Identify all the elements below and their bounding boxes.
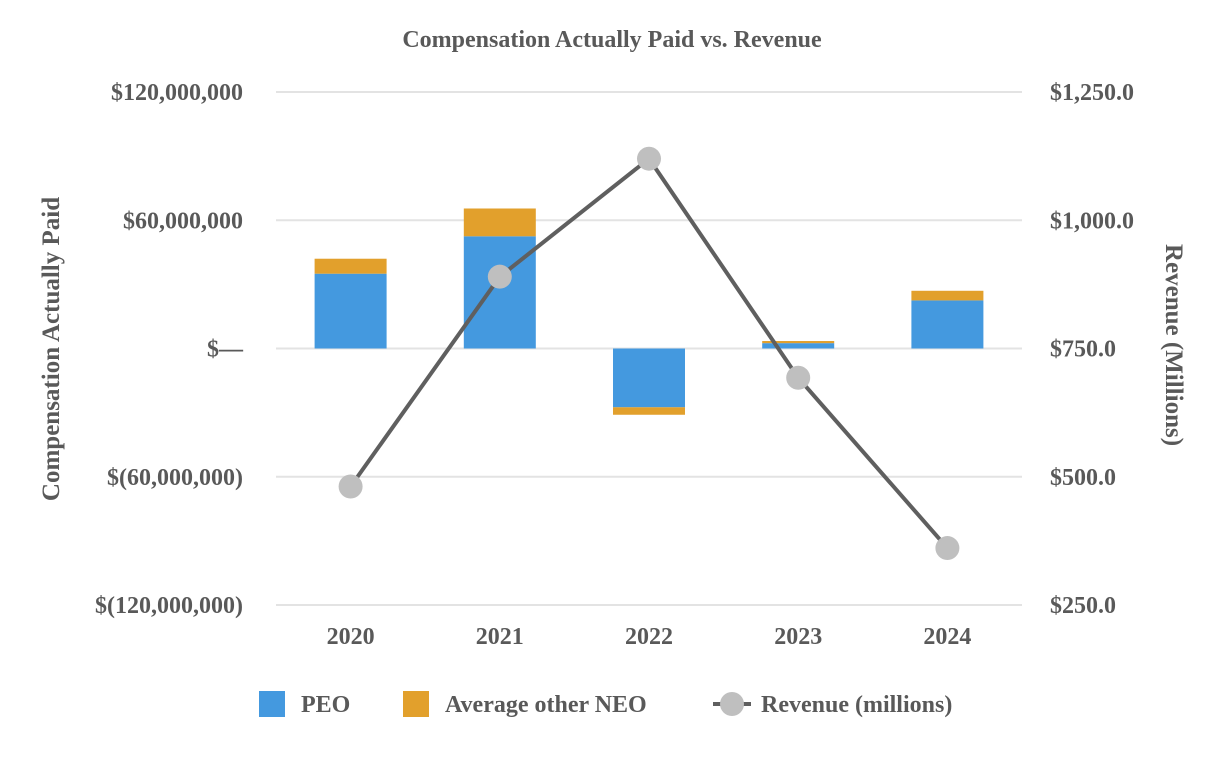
bar-peo-2020: [314, 273, 387, 349]
y-tick-label: $120,000,000: [111, 80, 243, 106]
right-axis-ticks: $1,250.0 $1,000.0 $750.0 $500.0 $250.0: [1050, 80, 1134, 619]
revenue-point-2020: [338, 474, 363, 499]
y-right-tick-label: $250.0: [1050, 593, 1116, 619]
legend-label-peo: PEO: [301, 692, 350, 718]
bar-peo-2021: [463, 236, 536, 349]
y-tick-label: $(60,000,000): [107, 465, 243, 491]
x-tick-label: 2020: [327, 624, 375, 650]
bar-average-other-neo-2020: [314, 258, 387, 274]
x-axis-ticks: 2020 2021 2022 2023 2024: [327, 624, 972, 650]
bar-peo-2022: [613, 348, 685, 408]
x-tick-label: 2022: [625, 624, 673, 650]
x-tick-label: 2024: [923, 624, 971, 650]
legend-label-neo: Average other NEO: [445, 692, 647, 718]
left-axis-ticks: $120,000,000 $60,000,000 $— $(60,000,000) $(…: [95, 80, 244, 619]
right-axis-label: Revenue (Millions): [1160, 244, 1187, 446]
bar-peo-2024: [911, 300, 984, 349]
legend-swatch-peo: [259, 691, 285, 717]
bar-peo-2023: [762, 343, 835, 349]
revenue-point-2021: [487, 264, 512, 289]
y-right-tick-label: $1,000.0: [1050, 208, 1134, 234]
legend: PEO Average other NEO Revenue (millions): [259, 691, 952, 718]
bar-average-other-neo-2022: [613, 407, 685, 415]
bars: [314, 208, 984, 415]
legend-marker-revenue: [720, 692, 744, 716]
legend-label-revenue: Revenue (millions): [761, 692, 952, 718]
y-right-tick-label: $500.0: [1050, 465, 1116, 491]
bar-average-other-neo-2023: [762, 341, 835, 344]
revenue-point-2023: [786, 365, 811, 390]
bar-average-other-neo-2024: [911, 290, 984, 301]
revenue-line-layer: [338, 146, 960, 561]
left-axis-label: Compensation Actually Paid: [38, 197, 65, 501]
y-right-tick-label: $1,250.0: [1050, 80, 1134, 106]
x-tick-label: 2023: [774, 624, 822, 650]
chart-title: Compensation Actually Paid vs. Revenue: [402, 27, 822, 53]
revenue-point-2024: [935, 536, 960, 561]
revenue-point-2022: [637, 146, 661, 171]
x-tick-label: 2021: [476, 624, 524, 650]
y-right-tick-label: $750.0: [1050, 337, 1116, 363]
y-tick-label: $(120,000,000): [95, 593, 243, 619]
y-tick-label: $—: [207, 337, 244, 363]
bar-average-other-neo-2021: [463, 208, 536, 237]
y-tick-label: $60,000,000: [123, 208, 243, 234]
legend-swatch-neo: [403, 691, 429, 717]
